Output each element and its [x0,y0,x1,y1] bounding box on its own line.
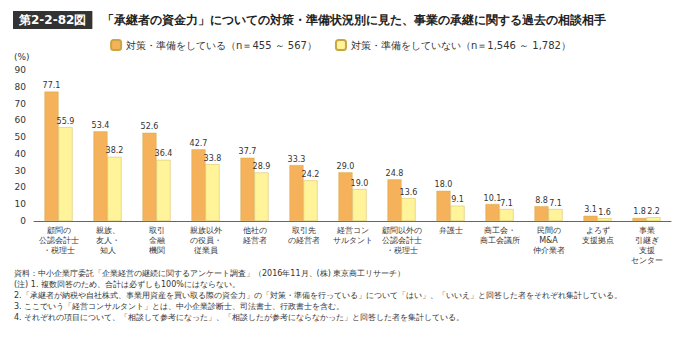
svg-text:親族、: 親族、 [96,226,120,235]
svg-text:3.1: 3.1 [584,205,597,214]
svg-text:60: 60 [15,115,27,125]
svg-text:「承継者の資金力」についての対策・準備状況別に見た、事業の承: 「承継者の資金力」についての対策・準備状況別に見た、事業の承継に関する過去の相談… [102,13,606,27]
svg-text:・税理士: ・税理士 [386,246,418,255]
svg-text:0: 0 [20,216,26,226]
svg-text:1.8: 1.8 [633,207,646,216]
svg-text:13.6: 13.6 [400,188,418,197]
svg-text:金融: 金融 [149,236,165,245]
svg-text:20: 20 [15,182,27,192]
svg-text:・税理士: ・税理士 [43,246,75,255]
svg-text:10.1: 10.1 [484,194,502,203]
svg-text:商工会・: 商工会・ [484,226,516,235]
svg-text:52.6: 52.6 [141,122,159,131]
svg-text:80: 80 [15,82,27,92]
svg-text:3. ここでいう「経営コンサルタント」とは、中小企業診断士、: 3. ここでいう「経営コンサルタント」とは、中小企業診断士、司法書士、行政書士を… [14,302,344,311]
svg-text:よろず: よろず [586,226,610,235]
svg-text:2.「承継者が納税や自社株式、事業用資産を買い取る際の資金力: 2.「承継者が納税や自社株式、事業用資産を買い取る際の資金力」の「対策・準備を行… [14,291,622,300]
svg-text:公認会計士: 公認会計士 [39,236,79,245]
svg-text:商工会議所: 商工会議所 [480,236,520,245]
svg-text:33.8: 33.8 [204,154,222,163]
svg-text:友人・: 友人・ [96,236,120,245]
svg-text:33.3: 33.3 [288,155,306,164]
svg-text:9.1: 9.1 [451,195,464,204]
svg-text:24.8: 24.8 [386,169,404,178]
svg-text:経営者: 経営者 [242,236,267,245]
svg-text:30: 30 [15,166,27,176]
svg-text:引継ぎ: 引継ぎ [635,236,659,245]
svg-text:対策・準備をしていない（n＝1,546 ～ 1,782）: 対策・準備をしていない（n＝1,546 ～ 1,782） [351,40,571,51]
svg-text:資料：中小企業庁委託「企業経営の継続に関するアンケート調査」: 資料：中小企業庁委託「企業経営の継続に関するアンケート調査」（2016年11月、… [14,269,405,278]
svg-text:従業員: 従業員 [194,246,218,255]
svg-text:顧問の: 顧問の [47,226,71,235]
svg-text:38.2: 38.2 [106,146,124,155]
svg-text:事業: 事業 [639,226,655,235]
svg-text:親族以外: 親族以外 [190,226,222,235]
svg-text:機関: 機関 [149,246,165,255]
svg-text:10: 10 [15,199,27,209]
svg-text:仲介業者: 仲介業者 [533,246,565,255]
svg-text:77.1: 77.1 [43,81,61,90]
svg-text:取引: 取引 [149,226,165,235]
svg-text:センター: センター [631,256,663,265]
svg-text:4. それぞれの項目について、「相談して参考になった」、「相: 4. それぞれの項目について、「相談して参考になった」、「相談したが参考にならな… [14,313,464,322]
svg-text:経営コン: 経営コン [336,226,369,235]
svg-text:18.0: 18.0 [435,180,453,189]
svg-text:(注) 1. 複数回答のため、合計は必ずしも100%にはなら: (注) 1. 複数回答のため、合計は必ずしも100%にはならない。 [14,280,240,289]
svg-text:弁護士: 弁護士 [439,226,463,235]
svg-text:M&A: M&A [539,236,558,245]
svg-text:40: 40 [15,149,27,159]
svg-text:支援: 支援 [639,246,655,255]
svg-text:対策・準備をしている（n＝455 ～ 567）: 対策・準備をしている（n＝455 ～ 567） [126,40,317,51]
svg-text:支援拠点: 支援拠点 [582,236,614,245]
svg-text:55.9: 55.9 [57,117,75,126]
svg-text:90: 90 [15,65,27,75]
svg-text:サルタント: サルタント [333,236,373,245]
svg-text:知人: 知人 [100,246,116,255]
svg-text:第2-2-82図: 第2-2-82図 [18,13,86,27]
svg-text:の経営者: の経営者 [288,236,320,245]
svg-text:民間の: 民間の [537,226,561,235]
svg-text:の役員・: の役員・ [190,236,222,245]
svg-text:36.4: 36.4 [155,149,173,158]
svg-text:7.1: 7.1 [500,199,513,208]
svg-text:28.9: 28.9 [253,162,271,171]
svg-text:7.1: 7.1 [549,199,562,208]
svg-text:50: 50 [15,132,27,142]
svg-text:70: 70 [15,99,27,109]
svg-text:2.2: 2.2 [647,207,660,216]
svg-text:(%): (%) [14,52,30,62]
svg-text:19.0: 19.0 [351,179,369,188]
svg-text:顧問以外の: 顧問以外の [382,226,422,235]
svg-text:53.4: 53.4 [92,121,110,130]
svg-text:29.0: 29.0 [337,162,355,171]
svg-text:24.2: 24.2 [302,170,320,179]
svg-text:1.6: 1.6 [598,208,611,217]
svg-text:42.7: 42.7 [190,139,208,148]
svg-text:公認会計士: 公認会計士 [382,236,422,245]
svg-text:取引先: 取引先 [292,226,316,235]
svg-text:他社の: 他社の [243,226,267,235]
svg-text:8.8: 8.8 [535,196,548,205]
svg-text:37.7: 37.7 [239,147,257,156]
